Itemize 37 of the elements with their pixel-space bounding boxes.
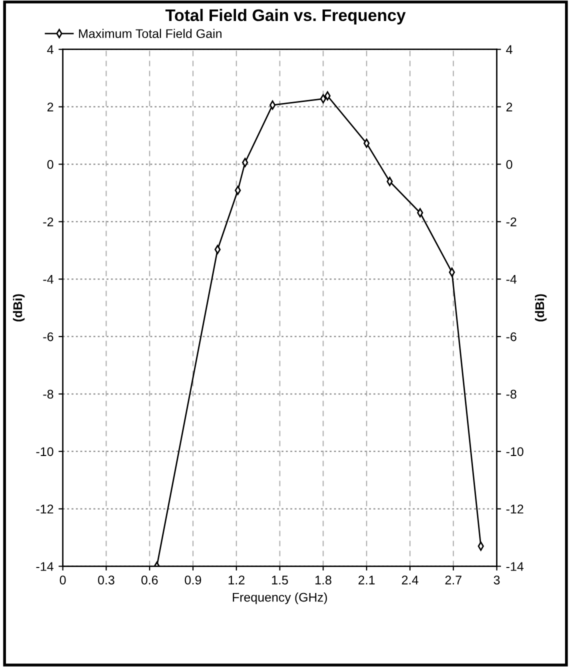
y-tick-label: -2	[43, 217, 54, 226]
x-tick-label: 3	[494, 576, 500, 584]
x-axis-title: Frequency (GHz)	[232, 592, 327, 604]
y2-tick-label: -8	[506, 390, 516, 399]
x-tick-label: 0.9	[184, 576, 202, 584]
x-tick-label: 2.1	[358, 576, 375, 584]
x-tick-label: 2.7	[445, 576, 462, 584]
y2-tick-label: -10	[506, 447, 524, 456]
x-tick-label: 1.8	[315, 576, 332, 584]
y2-tick-label: -14	[506, 562, 524, 571]
y2-tick-label: -4	[506, 275, 517, 284]
y-tick-label: -10	[36, 447, 54, 456]
y-tick-label: 0	[47, 160, 54, 169]
x-tick-label: 2.4	[402, 576, 418, 584]
x-tick-label: 0.3	[98, 576, 114, 584]
y2-tick-label: 0	[506, 160, 512, 169]
chart-title: Total Field Gain vs. Frequency	[165, 8, 406, 24]
y2-axis-title: (dBi)	[534, 294, 547, 322]
y-tick-label: -14	[36, 562, 54, 571]
y-tick-label: -8	[43, 390, 54, 399]
x-tick-label: 1.5	[272, 576, 288, 584]
x-tick-label: 0	[60, 576, 66, 584]
y-tick-label: -4	[43, 275, 54, 284]
y-tick-label: 4	[47, 45, 54, 54]
y2-tick-label: 4	[506, 45, 512, 54]
y-tick-label: 2	[47, 102, 54, 112]
y2-tick-label: -6	[506, 332, 516, 342]
y-tick-label: -12	[36, 504, 54, 514]
y2-tick-label: -2	[506, 217, 516, 226]
x-tick-label: 0.6	[141, 576, 158, 584]
x-tick-label: 1.2	[228, 576, 244, 584]
point	[324, 91, 331, 101]
y2-tick-label: 2	[506, 102, 512, 112]
y-tick-label: -6	[43, 332, 54, 342]
y2-tick-label: -12	[506, 504, 524, 514]
legend-label: Maximum Total Field Gain	[79, 28, 222, 38]
y-axis-title: (dBi)	[12, 294, 25, 322]
